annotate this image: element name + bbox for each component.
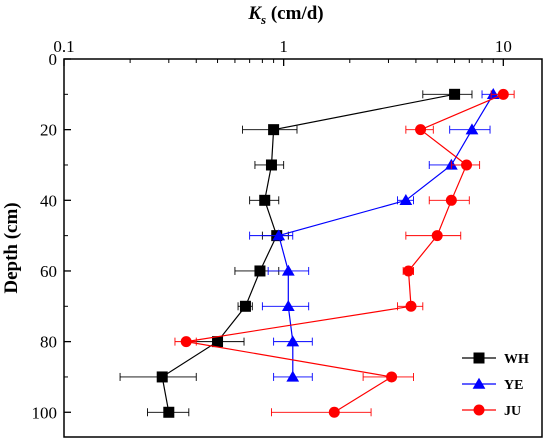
x-axis-title: Ks (cm/d) [247, 3, 323, 27]
x-axis-ticks: 0.1 1 10 [53, 37, 512, 66]
series-layer [119, 88, 515, 418]
x-axis-title-subscript: s [260, 12, 266, 27]
data-point-wh [239, 300, 251, 312]
data-point-ye [286, 335, 300, 347]
data-point-ye [486, 88, 500, 100]
data-point-ju [431, 230, 443, 242]
svg-text:Ks (cm/d): Ks (cm/d) [247, 3, 323, 27]
data-point-wh [163, 406, 175, 418]
data-point-ju [445, 194, 457, 206]
y-tick-label: 40 [40, 191, 57, 210]
data-point-ju [497, 88, 509, 100]
data-point-ju [402, 265, 414, 277]
y-tick-label: 20 [40, 121, 57, 140]
x-tick-label: 0.1 [53, 37, 74, 56]
data-point-wh [268, 124, 280, 136]
legend-marker-wh [473, 352, 485, 364]
y-axis-ticks: 0 20 40 60 80 100 [32, 50, 71, 422]
series-wh [119, 88, 473, 418]
data-point-ye [286, 370, 300, 382]
y-tick-label: 60 [40, 262, 57, 281]
data-point-ju [405, 300, 417, 312]
series-line-wh [161, 93, 455, 413]
data-point-ye [399, 194, 413, 206]
data-point-wh [212, 336, 224, 348]
legend-label-ye: YE [504, 378, 523, 393]
data-point-wh [265, 159, 277, 171]
data-point-ye [281, 264, 295, 276]
data-point-ju [328, 406, 340, 418]
x-axis-title-unit: (cm/d) [266, 3, 324, 24]
legend-marker-ju [473, 404, 485, 416]
data-point-ye [465, 123, 479, 135]
series-ye [249, 88, 506, 382]
data-point-wh [254, 265, 266, 277]
data-point-ju [386, 371, 398, 383]
legend-marker-ye [472, 377, 486, 389]
data-point-ju [461, 159, 473, 171]
x-tick-label: 1 [279, 37, 288, 56]
data-point-ye [272, 229, 286, 241]
x-tick-label: 10 [495, 37, 512, 56]
x-axis-title-main: K [247, 3, 262, 24]
legend: WH YE JU [462, 352, 529, 419]
series-ju [174, 88, 515, 418]
plot-area-border [63, 58, 543, 438]
plot-frame [63, 58, 543, 438]
data-point-wh [449, 88, 461, 100]
legend-label-ju: JU [504, 404, 521, 419]
y-tick-label: 80 [40, 333, 57, 352]
data-point-ye [281, 300, 295, 311]
y-tick-label: 0 [49, 50, 58, 69]
y-tick-label: 100 [32, 403, 58, 422]
data-point-ju [415, 124, 427, 136]
data-point-wh [259, 194, 271, 206]
legend-label-wh: WH [504, 352, 529, 367]
data-point-wh [156, 371, 168, 383]
series-line-ju [186, 93, 504, 413]
data-point-ju [180, 336, 192, 348]
y-axis-title: Depth (cm) [1, 202, 22, 293]
